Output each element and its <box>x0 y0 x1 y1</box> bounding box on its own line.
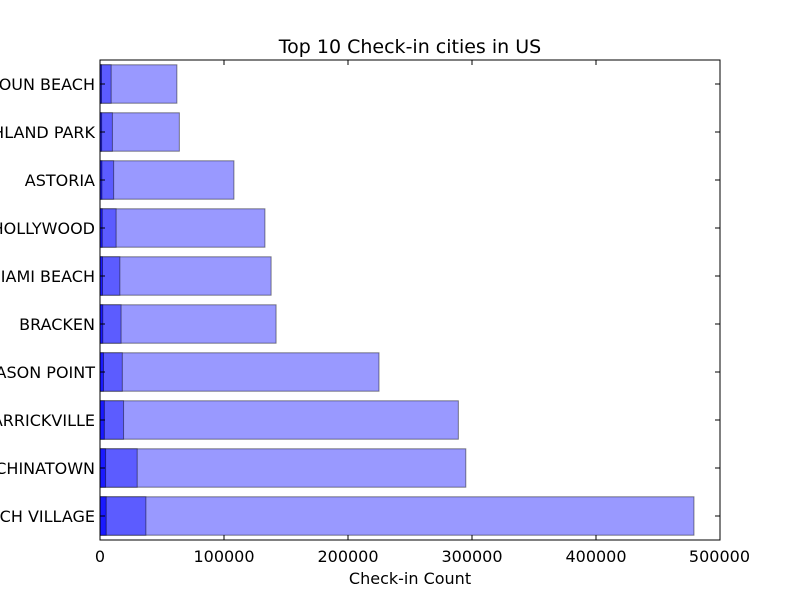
x-tick-label: 500000 <box>689 547 750 566</box>
bar-1-calhoun-beach <box>99 64 178 104</box>
bar-2-chinatown <box>99 448 138 488</box>
bar-1-miami-beach <box>99 256 272 296</box>
bars-layer <box>99 64 695 536</box>
y-tick-label: HOLLYWOOD <box>0 219 95 238</box>
y-tick-label: GREENWICH VILLAGE <box>0 507 95 526</box>
y-tick-label: MARRICKVILLE <box>0 411 95 430</box>
x-tick-label: 200000 <box>317 547 378 566</box>
y-tick-label: MASON POINT <box>0 363 95 382</box>
bar-1-mason-point <box>99 352 380 392</box>
x-tick-label: 400000 <box>565 547 626 566</box>
x-axis-label: Check-in Count <box>349 569 471 588</box>
x-tick-label: 0 <box>95 547 105 566</box>
chart-title: Top 10 Check-in cities in US <box>278 36 541 58</box>
plot-frame <box>99 59 721 541</box>
x-tick-label: 100000 <box>193 547 254 566</box>
bar-1-bracken <box>99 304 277 344</box>
y-tick-label: ASTORIA <box>25 171 95 190</box>
x-tick-label: 300000 <box>441 547 502 566</box>
y-tick-label: MIAMI BEACH <box>0 267 95 286</box>
bar-2-greenwich-village <box>99 496 147 536</box>
y-tick-label: CHINATOWN <box>0 459 95 478</box>
bar-1-astoria <box>99 160 235 200</box>
y-tick-label: CALHOUN BEACH <box>0 75 95 94</box>
y-tick-label: BRACKEN <box>19 315 95 334</box>
bar-1-chinatown <box>99 448 467 488</box>
bar-1-hollywood <box>99 208 266 248</box>
labels-layer: CALHOUN BEACH HIGHLAND PARK ASTORIA HOLLYWO… <box>0 75 750 566</box>
bar-1-marrickville <box>99 400 459 440</box>
bar-1-highland-park <box>99 112 180 152</box>
bar-1-greenwich-village <box>99 496 695 536</box>
y-tick-label: HIGHLAND PARK <box>0 123 96 142</box>
